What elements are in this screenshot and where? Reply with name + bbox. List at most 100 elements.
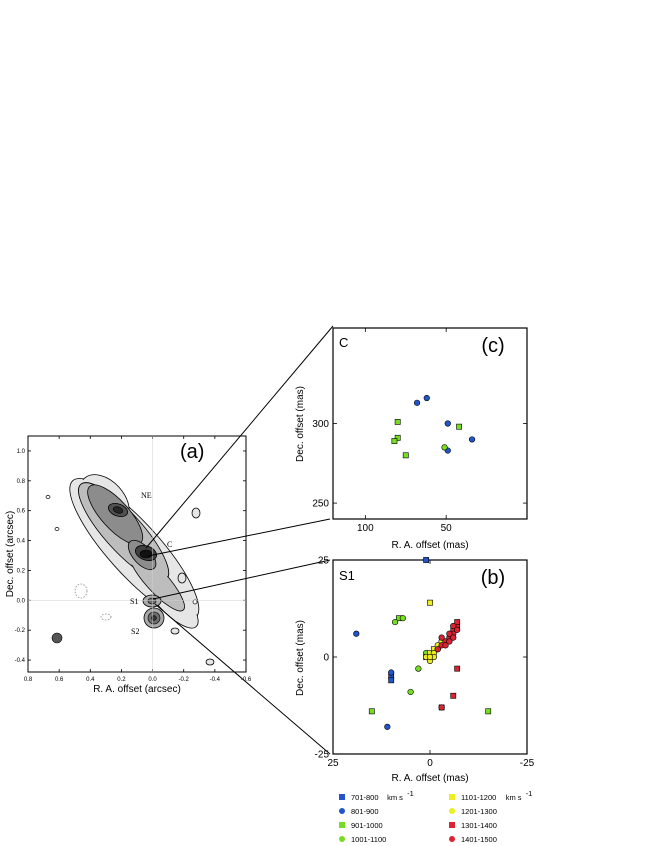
panel-c-corner-label: C <box>339 335 348 350</box>
connector-c-top <box>145 325 334 549</box>
legend-label: 1401-1500 <box>461 835 497 844</box>
y-tick-label: 0.0 <box>17 598 26 604</box>
x-tick-label: 0 <box>427 758 433 769</box>
maser-spot-square <box>391 438 398 444</box>
maser-spot-circle <box>441 444 448 451</box>
maser-spot-circle <box>450 622 457 630</box>
contour-knot-5 <box>192 599 198 605</box>
panel-c-scatter: 100 50 300 250 C (c) R. A. offset (mas) Dec… <box>295 327 528 551</box>
y-tick-label: 300 <box>312 419 329 430</box>
legend-unit: km s <box>387 793 403 802</box>
contour-knot-2 <box>170 627 180 635</box>
x-tick-label: 50 <box>441 523 453 534</box>
maser-spot-circle <box>446 630 453 637</box>
velocity-legend: 701-800 km s -1 801-900 901-1000 1001-1100 110… <box>339 789 532 844</box>
maser-spot-circle <box>423 394 430 402</box>
x-tick-label: 25 <box>327 758 339 769</box>
contour-peak-ne-inner <box>112 506 124 514</box>
maser-spot-circle <box>413 399 421 406</box>
legend-label: 1101-1200 <box>461 793 496 802</box>
panel-c-label: (c) <box>481 335 504 357</box>
maser-spot-circle <box>407 688 414 696</box>
region-label-c: C <box>167 540 172 549</box>
x-tick-label: -0.2 <box>179 677 190 683</box>
x-tick-label: 0.8 <box>24 677 33 683</box>
maser-spot-square <box>485 708 492 715</box>
legend-marker-square <box>339 822 345 828</box>
maser-spot-circle <box>444 420 451 427</box>
legend-label: 901-1000 <box>351 821 383 830</box>
legend-marker-circle <box>339 808 345 814</box>
maser-spot-circle <box>434 646 441 653</box>
panel-b-points <box>353 557 492 730</box>
legend-marker-square <box>449 822 455 828</box>
connector-s1-bottom <box>154 603 331 755</box>
x-tick-label: 0.2 <box>117 677 126 683</box>
panel-c-xlabel: R. A. offset (mas) <box>391 540 468 551</box>
region-label-s1: S1 <box>130 597 138 606</box>
legend-unit: km s <box>506 793 522 802</box>
contour-core-c-inner <box>139 549 153 559</box>
legend-marker-square <box>449 794 455 800</box>
y-tick-label: 1.0 <box>17 449 26 455</box>
maser-spot-square <box>394 434 401 441</box>
panel-c-ticks: 100 50 300 250 <box>312 328 527 534</box>
x-tick-label: 0.6 <box>55 677 64 683</box>
legend-marker-circle <box>449 836 455 842</box>
x-tick-label: -25 <box>520 758 535 769</box>
connector-s1-top <box>152 559 331 600</box>
maser-spot-square <box>423 557 430 563</box>
legend-marker-circle <box>449 808 455 814</box>
connector-c-bottom <box>147 518 331 557</box>
y-tick-label: 0.6 <box>17 509 26 515</box>
legend-unit-exponent: -1 <box>526 789 533 798</box>
y-tick-label: 0.8 <box>17 479 26 485</box>
legend-unit-exponent: -1 <box>407 789 414 798</box>
legend-label: 1201-1300 <box>461 807 497 816</box>
maser-spot-circle <box>426 653 434 661</box>
maser-spot-circle <box>399 615 406 622</box>
panel-a-ylabel: Dec. offset (arcsec) <box>5 511 16 598</box>
x-tick-label: -0.4 <box>210 677 221 683</box>
panel-a-label: (a) <box>180 441 204 463</box>
y-tick-label: 0.2 <box>17 568 26 574</box>
maser-spot-square <box>456 423 462 430</box>
contour-knot-4 <box>205 658 215 666</box>
y-tick-label: 250 <box>312 499 329 510</box>
maser-spot-circle <box>454 626 461 633</box>
zoom-connectors <box>145 325 334 755</box>
negative-contour-2 <box>100 613 112 621</box>
contour-knot-6 <box>45 495 51 499</box>
maser-spot-circle <box>438 704 445 711</box>
contour-s2-peak <box>151 615 157 621</box>
contour-knot-3 <box>191 507 201 519</box>
maser-spot-circle <box>450 634 457 641</box>
legend-label: 701-800 <box>351 793 379 802</box>
panel-b-corner-label: S1 <box>339 568 355 583</box>
maser-spot-square <box>454 665 461 672</box>
beam-ellipse <box>51 632 63 644</box>
y-tick-label: -25 <box>315 750 330 761</box>
panel-c-points <box>391 394 476 459</box>
maser-spot-square <box>427 599 433 606</box>
panel-a-contour-map: 0.8 0.6 0.4 0.2 0.0 -0.2 -0.4 -0.6 1.0 0.8 0.6 0.4 0… <box>5 435 252 695</box>
maser-spot-square <box>454 619 461 625</box>
maser-spot-circle <box>353 630 360 637</box>
panel-a-xlabel: R. A. offset (arcsec) <box>93 684 181 695</box>
maser-spot-square <box>368 708 375 715</box>
legend-marker-circle <box>339 836 345 842</box>
legend-label: 1001-1100 <box>351 835 386 844</box>
y-tick-label: -0.2 <box>15 628 26 634</box>
y-tick-label: 0.4 <box>17 539 26 545</box>
negative-contour-1 <box>74 583 88 599</box>
y-tick-label: 25 <box>318 556 330 567</box>
x-tick-label: 100 <box>357 523 374 534</box>
maser-spot-square <box>388 677 395 684</box>
region-label-ne: NE <box>141 491 152 500</box>
contour-knot-7 <box>54 527 60 531</box>
panel-a-ticks: 0.8 0.6 0.4 0.2 0.0 -0.2 -0.4 -0.6 1.0 0.8 0.6 0.4 0… <box>15 436 252 683</box>
region-label-s2: S2 <box>131 627 139 636</box>
x-tick-label: 0.4 <box>86 677 95 683</box>
contour-s1-inner <box>147 597 157 605</box>
